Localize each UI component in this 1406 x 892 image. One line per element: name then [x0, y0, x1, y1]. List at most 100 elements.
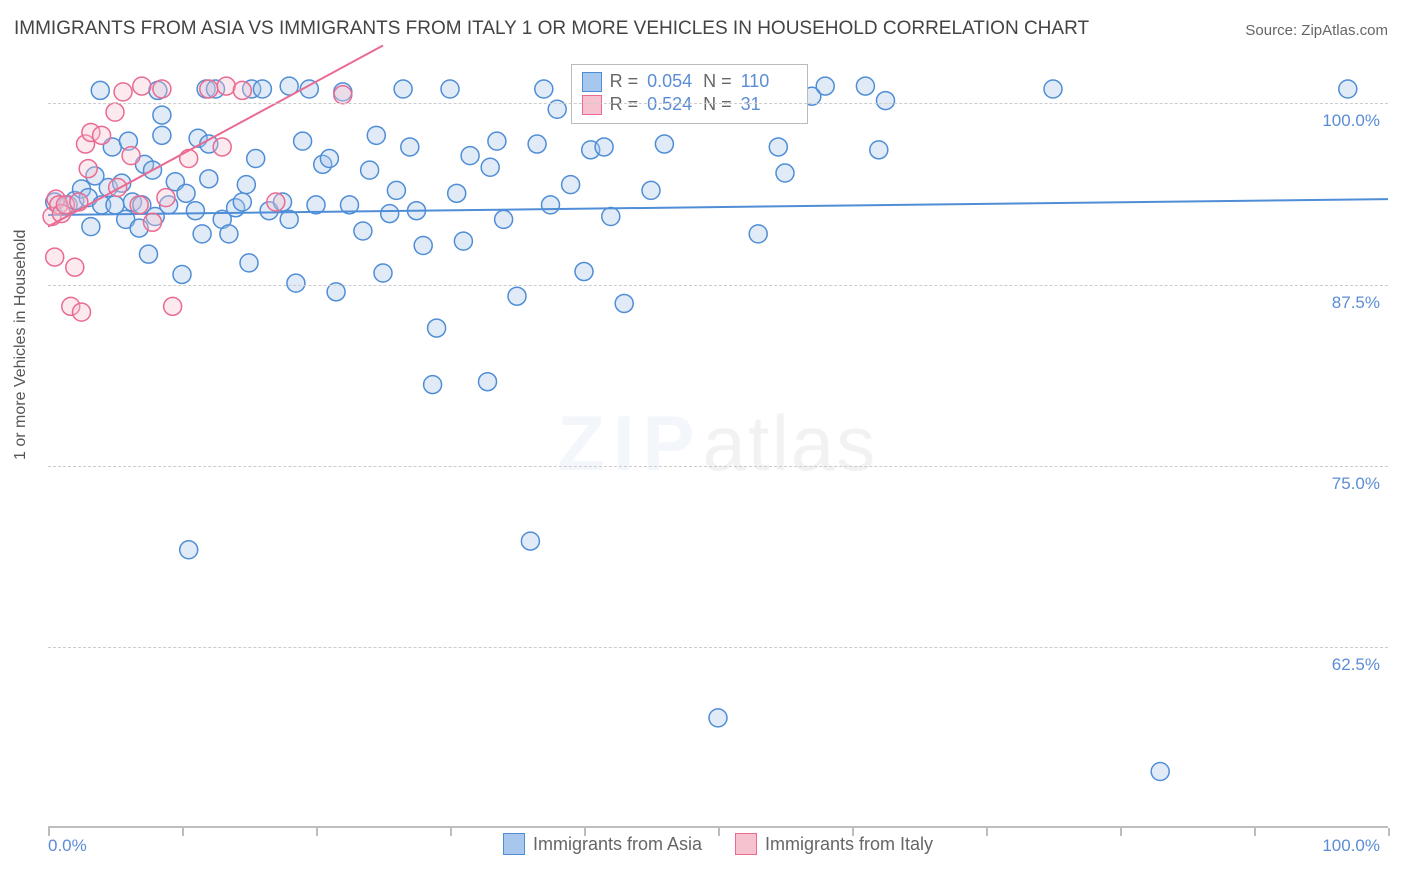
legend-label-italy: Immigrants from Italy: [765, 834, 933, 855]
data-point: [1044, 80, 1062, 98]
data-point: [367, 126, 385, 144]
data-point: [334, 86, 352, 104]
data-point: [173, 265, 191, 283]
y-axis-label: 1 or more Vehicles in Household: [12, 230, 30, 460]
x-tick-mark: [316, 828, 318, 836]
data-point: [217, 77, 235, 95]
data-point: [615, 294, 633, 312]
y-tick-label: 62.5%: [1332, 655, 1380, 675]
legend-swatch-italy: [735, 833, 757, 855]
data-point: [354, 222, 372, 240]
data-point: [82, 218, 100, 236]
data-point: [870, 141, 888, 159]
data-point: [153, 106, 171, 124]
data-point: [769, 138, 787, 156]
chart-svg: [48, 60, 1388, 828]
data-point: [130, 196, 148, 214]
data-point: [401, 138, 419, 156]
data-point: [461, 147, 479, 165]
data-point: [164, 297, 182, 315]
x-tick-mark: [1388, 828, 1390, 836]
data-point: [177, 184, 195, 202]
x-tick-mark: [450, 828, 452, 836]
y-tick-label: 87.5%: [1332, 293, 1380, 313]
data-point: [479, 373, 497, 391]
legend-swatch-asia: [503, 833, 525, 855]
data-point: [237, 176, 255, 194]
gridline-h: [48, 103, 1388, 104]
data-point: [387, 181, 405, 199]
gridline-h: [48, 466, 1388, 467]
legend-item-asia: Immigrants from Asia: [503, 833, 702, 855]
data-point: [381, 205, 399, 223]
y-tick-label: 75.0%: [1332, 474, 1380, 494]
data-point: [816, 77, 834, 95]
data-point: [361, 161, 379, 179]
data-point: [213, 138, 231, 156]
chart-title: IMMIGRANTS FROM ASIA VS IMMIGRANTS FROM …: [14, 18, 1089, 40]
x-tick-mark: [718, 828, 720, 836]
data-point: [247, 150, 265, 168]
data-point: [66, 258, 84, 276]
data-point: [233, 193, 251, 211]
legend-swatch: [582, 72, 602, 92]
x-tick-mark: [48, 828, 50, 836]
data-point: [575, 263, 593, 281]
data-point: [424, 376, 442, 394]
data-point: [193, 225, 211, 243]
data-point: [267, 193, 285, 211]
data-point: [709, 709, 727, 727]
data-point: [79, 160, 97, 178]
y-tick-label: 100.0%: [1322, 111, 1380, 131]
gridline-h: [48, 285, 1388, 286]
data-point: [448, 184, 466, 202]
data-point: [200, 170, 218, 188]
data-point: [542, 196, 560, 214]
source-label: Source: ZipAtlas.com: [1245, 22, 1388, 39]
data-point: [528, 135, 546, 153]
source-link[interactable]: ZipAtlas.com: [1301, 22, 1388, 39]
x-tick-mark: [852, 828, 854, 836]
data-point: [441, 80, 459, 98]
x-tick-mark: [1120, 828, 1122, 836]
legend-swatch: [582, 95, 602, 115]
data-point: [153, 80, 171, 98]
legend-correlation-box: R = 0.054N = 110R = 0.524N = 31: [571, 64, 808, 124]
data-point: [1339, 80, 1357, 98]
data-point: [157, 189, 175, 207]
data-point: [220, 225, 238, 243]
legend-row: R = 0.054N = 110: [582, 71, 797, 92]
data-point: [294, 132, 312, 150]
data-point: [46, 248, 64, 266]
data-point: [73, 303, 91, 321]
x-tick-mark: [1254, 828, 1256, 836]
data-point: [180, 150, 198, 168]
data-point: [428, 319, 446, 337]
data-point: [481, 158, 499, 176]
data-point: [856, 77, 874, 95]
data-point: [253, 80, 271, 98]
data-point: [70, 193, 88, 211]
x-tick-mark: [182, 828, 184, 836]
data-point: [140, 245, 158, 263]
data-point: [414, 236, 432, 254]
data-point: [186, 202, 204, 220]
x-tick-mark: [584, 828, 586, 836]
data-point: [508, 287, 526, 305]
data-point: [535, 80, 553, 98]
data-point: [1151, 762, 1169, 780]
legend-label-asia: Immigrants from Asia: [533, 834, 702, 855]
data-point: [133, 77, 151, 95]
data-point: [877, 92, 895, 110]
legend-row: R = 0.524N = 31: [582, 94, 797, 115]
x-tick-mark: [986, 828, 988, 836]
data-point: [114, 83, 132, 101]
data-point: [562, 176, 580, 194]
data-point: [93, 126, 111, 144]
data-point: [454, 232, 472, 250]
data-point: [200, 80, 218, 98]
legend-item-italy: Immigrants from Italy: [735, 833, 933, 855]
data-point: [776, 164, 794, 182]
data-point: [488, 132, 506, 150]
data-point: [521, 532, 539, 550]
